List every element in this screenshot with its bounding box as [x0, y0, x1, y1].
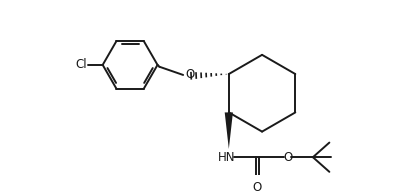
Text: O: O: [284, 151, 293, 164]
Text: Cl: Cl: [75, 58, 86, 71]
Text: O: O: [186, 69, 195, 81]
Text: HN: HN: [218, 151, 236, 164]
Text: O: O: [252, 181, 262, 192]
Polygon shape: [225, 113, 233, 149]
